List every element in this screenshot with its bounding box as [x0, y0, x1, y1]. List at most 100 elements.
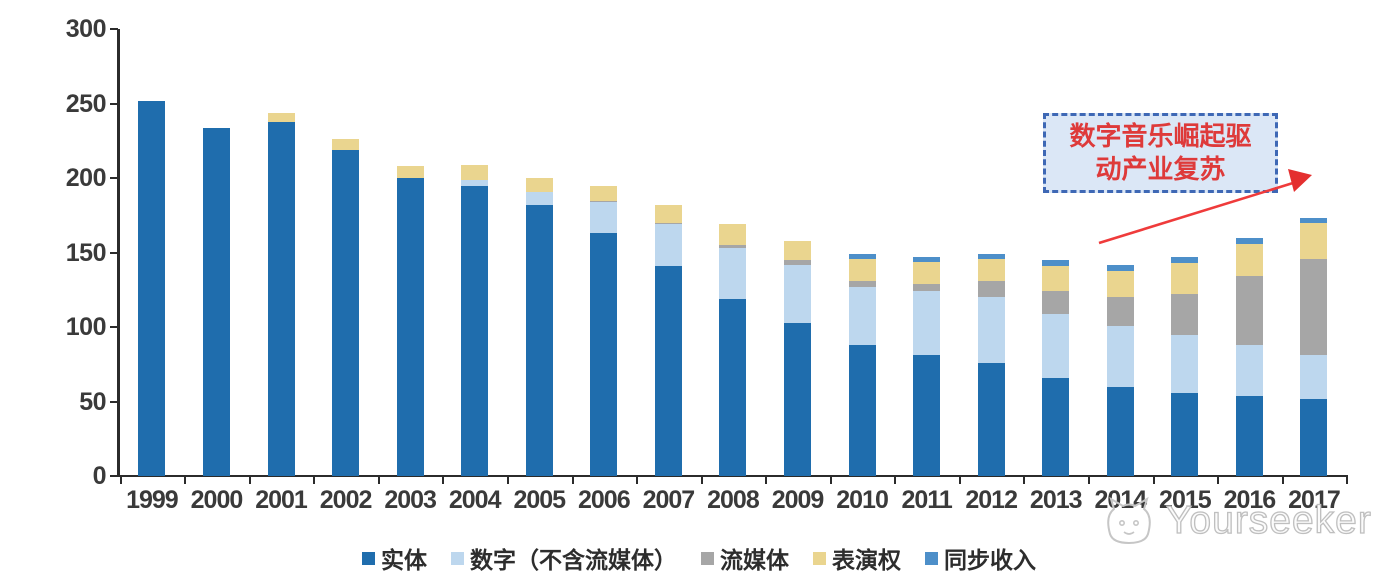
bar-segment-2006	[590, 202, 618, 234]
bar-segment-2011	[913, 355, 941, 476]
y-axis	[117, 29, 120, 477]
x-tick-label: 2003	[384, 486, 437, 514]
bar-segment-2010	[848, 280, 876, 287]
y-tick-mark	[110, 102, 118, 105]
annotation-text-line2: 动产业复苏	[1095, 155, 1226, 184]
bar-segment-2010	[848, 254, 876, 259]
y-tick-mark	[110, 326, 118, 329]
x-tick-label: 2015	[1159, 486, 1212, 514]
x-tick-mark	[1023, 477, 1026, 484]
bar-segment-2009	[784, 260, 811, 265]
bar-segment-2015	[1171, 263, 1199, 295]
legend-label: 同步收入	[944, 548, 1036, 573]
bar-segment-2007	[654, 266, 682, 476]
legend-swatch-icon	[813, 551, 826, 565]
bar-segment-2002	[332, 139, 360, 150]
annotation-box: 数字音乐崛起驱 动产业复苏	[1043, 113, 1278, 193]
bar-segment-2017	[1300, 222, 1328, 259]
legend-item: 表演权	[813, 541, 901, 575]
bar-segment-2014	[1106, 270, 1134, 298]
bar-segment-2008	[719, 248, 747, 299]
bar-segment-2005	[525, 205, 553, 476]
y-tick-label: 0	[92, 462, 107, 490]
bar-segment-2005	[525, 178, 553, 192]
watermark-text: Yourseeker	[1165, 498, 1372, 542]
bar-segment-2010	[848, 344, 876, 476]
x-tick-mark	[571, 477, 574, 484]
bar-segment-2014	[1106, 264, 1134, 271]
bar-segment-2005	[525, 191, 553, 205]
x-tick-mark	[442, 477, 445, 484]
x-tick-mark	[829, 477, 832, 484]
x-tick-mark	[765, 477, 768, 484]
bar-segment-2004	[461, 179, 489, 186]
x-tick-mark	[636, 477, 639, 484]
x-tick-label: 2001	[255, 486, 308, 514]
x-tick-label: 2017	[1288, 486, 1341, 514]
y-tick-mark	[110, 400, 118, 403]
bar-segment-2003	[396, 178, 424, 476]
bar-segment-2009	[784, 264, 811, 323]
bar-segment-2008	[719, 224, 747, 246]
bar-segment-2015	[1171, 334, 1199, 393]
x-tick-label: 2007	[642, 486, 696, 514]
bar-segment-2008	[719, 245, 747, 249]
yourseeker-logo-icon	[1107, 496, 1151, 545]
bar-segment-2014	[1106, 297, 1134, 326]
bar-segment-2011	[913, 283, 941, 292]
x-tick-label: 2010	[836, 486, 889, 514]
bar-segment-2007	[654, 205, 682, 223]
legend-swatch-icon	[925, 551, 938, 565]
x-tick-label: 2009	[771, 486, 825, 514]
x-tick-mark	[1217, 477, 1220, 484]
bar-segment-2016	[1235, 243, 1263, 277]
bar-segment-2014	[1106, 325, 1134, 387]
x-tick-label: 2008	[707, 486, 760, 514]
y-tick-mark	[110, 475, 118, 477]
legend-swatch-icon	[701, 551, 714, 565]
x-tick-label: 2004	[448, 486, 502, 514]
x-tick-mark	[1346, 477, 1349, 484]
bar-segment-2010	[848, 258, 876, 281]
y-tick-mark	[110, 28, 118, 31]
x-tick-mark	[184, 477, 187, 484]
y-tick-label: 100	[65, 313, 107, 342]
bar-segment-2008	[719, 298, 747, 476]
legend-label: 数字（不含流媒体）	[470, 548, 677, 573]
bar-segment-2009	[784, 322, 811, 476]
x-tick-mark	[894, 477, 897, 484]
y-tick-label: 150	[65, 238, 107, 267]
x-tick-mark	[506, 477, 509, 484]
legend-label: 流媒体	[720, 548, 789, 573]
x-tick-label: 1999	[126, 486, 179, 514]
legend-item: 实体	[362, 541, 427, 575]
x-tick-mark	[119, 477, 122, 484]
bar-segment-2016	[1235, 237, 1263, 244]
bar-segment-2012	[977, 258, 1005, 281]
x-tick-mark	[958, 477, 961, 484]
bar-segment-2011	[913, 257, 941, 262]
bar-segment-2013	[1042, 260, 1070, 267]
x-tick-label: 2002	[319, 486, 373, 514]
bar-segment-2000	[202, 127, 230, 476]
x-tick-label: 2006	[578, 486, 631, 514]
legend: 实体 数字（不含流媒体） 流媒体 表演权 同步收入	[362, 541, 1036, 575]
y-tick-label: 250	[65, 89, 107, 118]
legend-item: 数字（不含流媒体）	[451, 541, 677, 575]
bar-segment-2006	[590, 200, 618, 203]
x-tick-mark	[377, 477, 380, 484]
x-tick-mark	[1088, 477, 1090, 484]
bar-segment-2016	[1235, 344, 1263, 396]
bar-segment-2011	[913, 261, 941, 284]
x-tick-label: 2014	[1094, 486, 1147, 514]
y-tick-label: 200	[65, 164, 107, 193]
legend-swatch-icon	[362, 551, 375, 565]
bar-segment-2012	[977, 280, 1005, 298]
y-tick-label: 50	[79, 387, 106, 416]
x-tick-label: 2000	[190, 486, 244, 514]
bar-segment-2004	[461, 164, 489, 180]
bar-segment-2013	[1042, 291, 1070, 314]
annotation-text-line1: 数字音乐崛起驱	[1069, 122, 1252, 151]
bar-segment-2002	[332, 149, 360, 476]
bar-segment-2013	[1042, 377, 1070, 476]
